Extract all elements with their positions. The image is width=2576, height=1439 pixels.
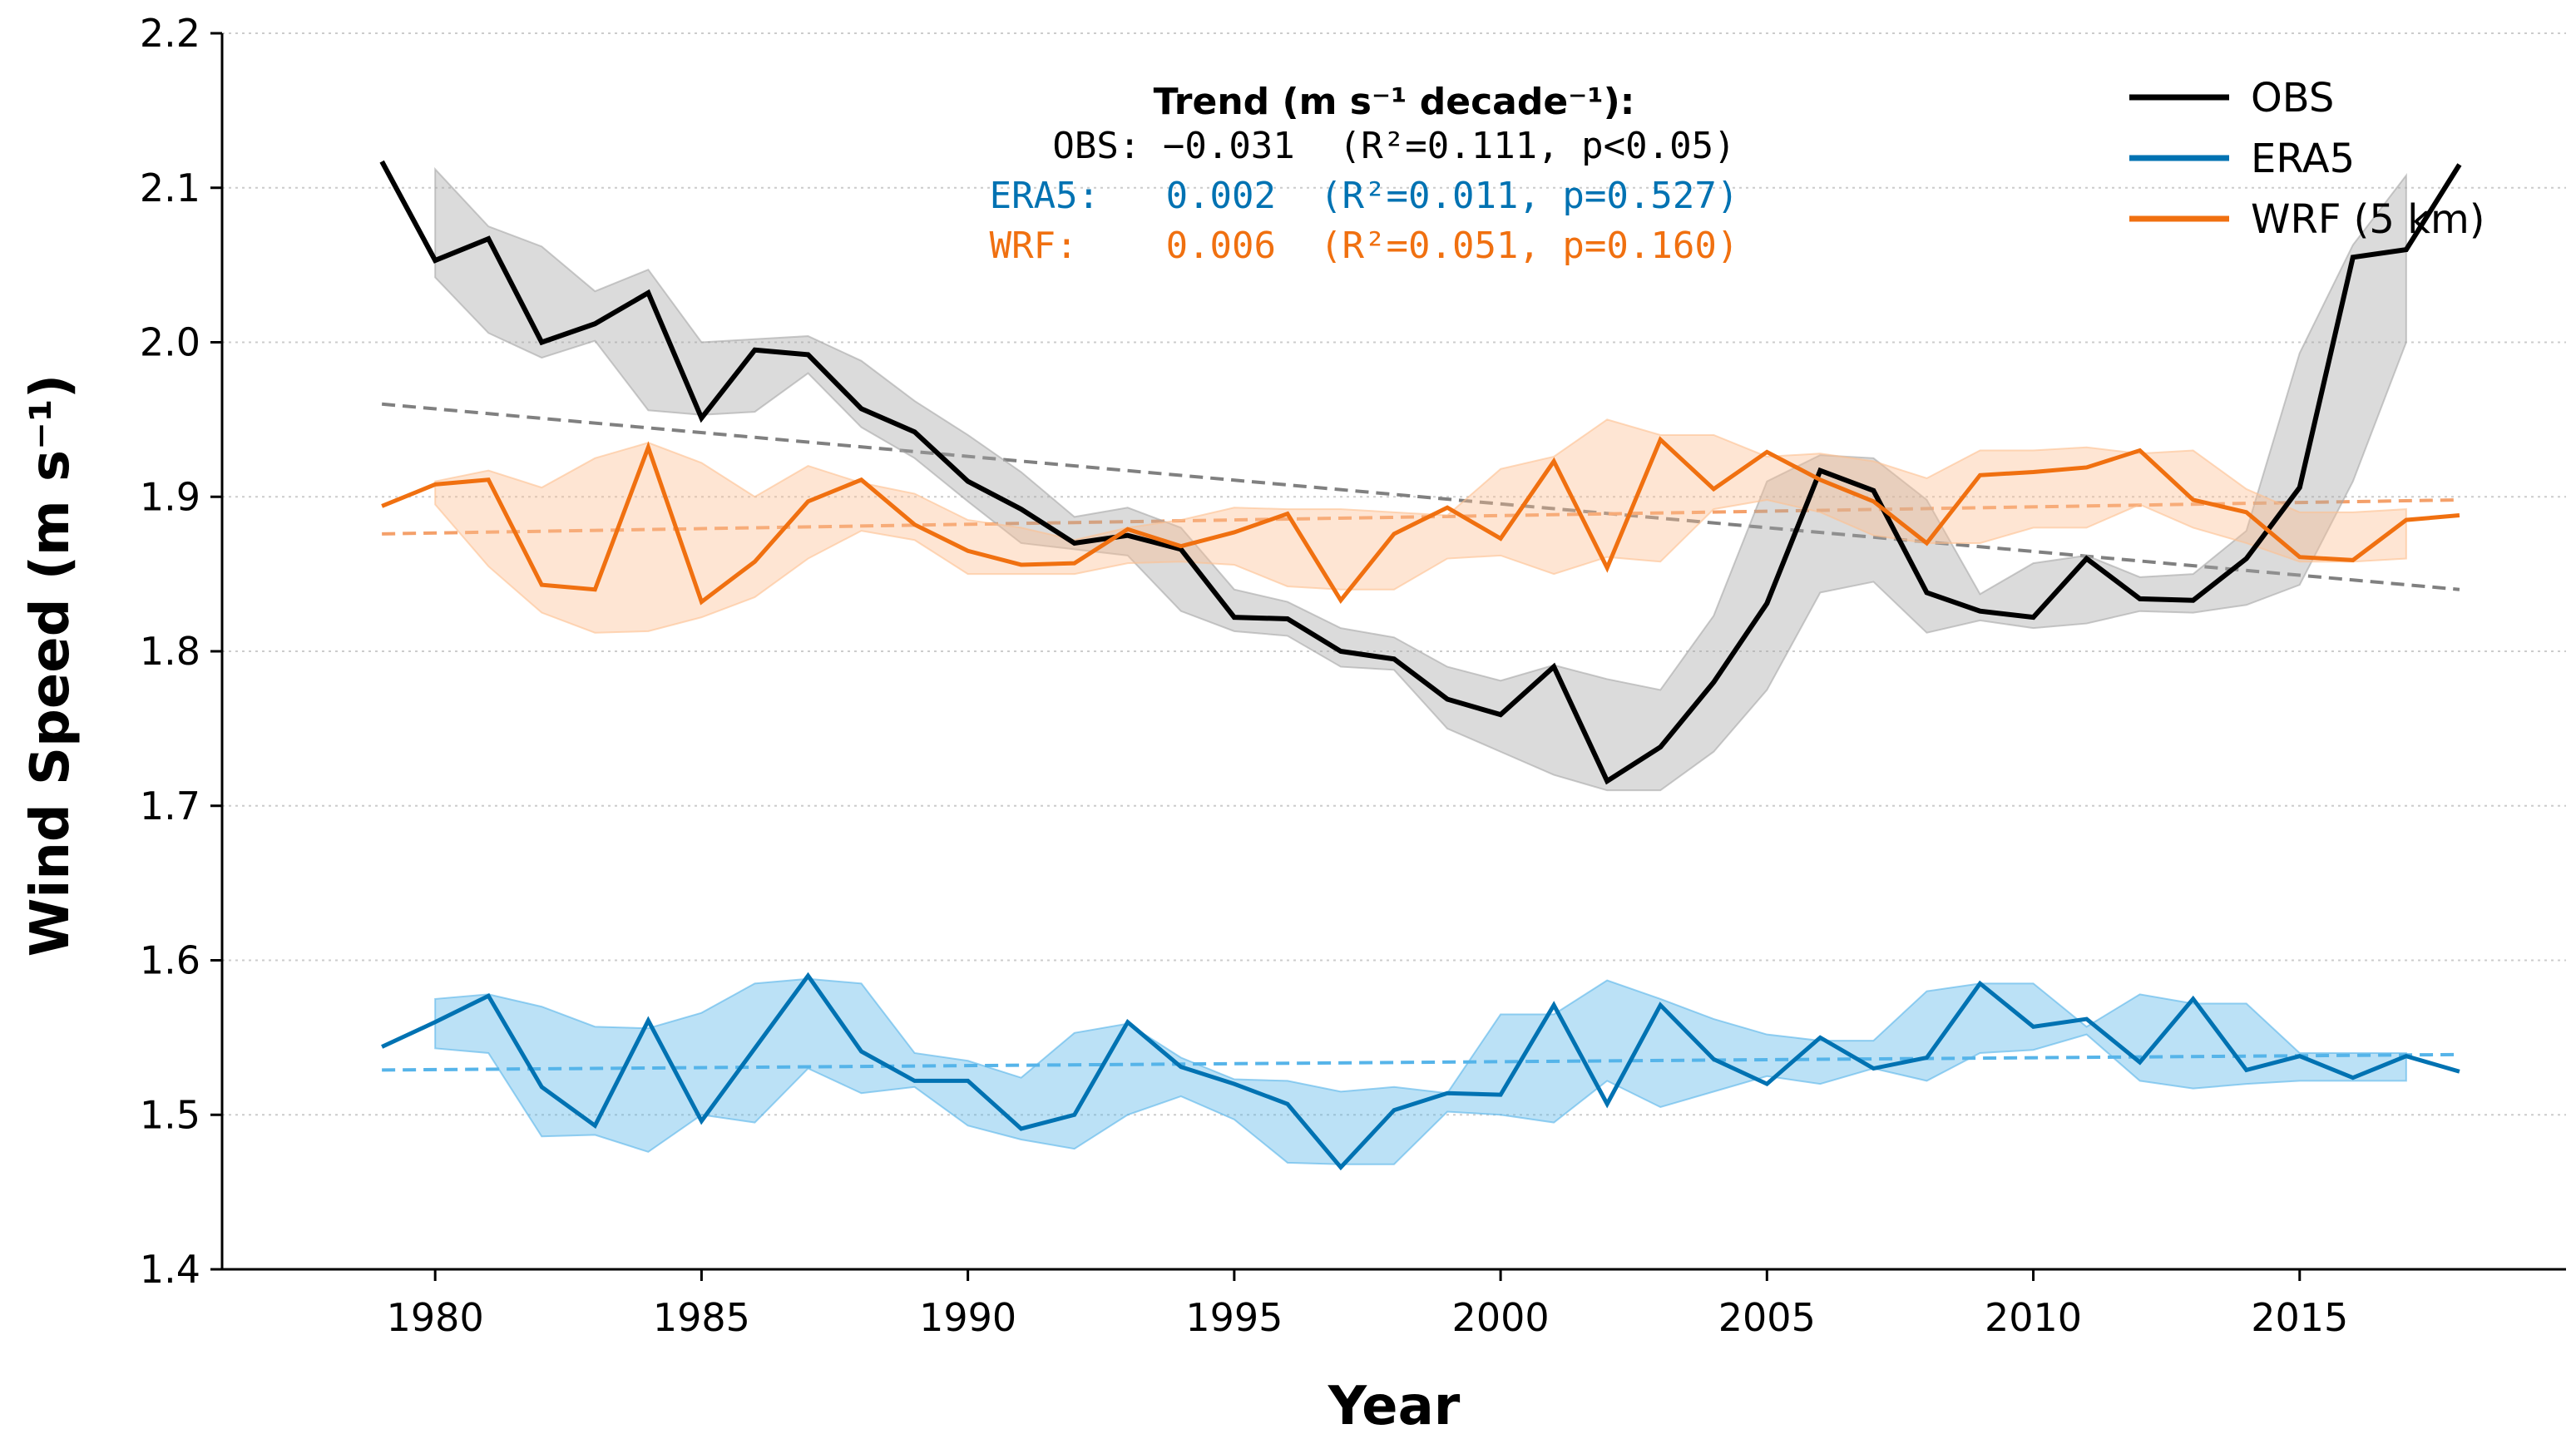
legend: OBS ERA5 WRF (5 km)	[2129, 75, 2485, 243]
y-axis-title: Wind Speed (m s⁻¹)	[20, 374, 82, 957]
annotation-line-obs: OBS: −0.031 (R²=0.111, p<0.05)	[1052, 125, 1735, 167]
y-ticks: 1.4 1.5 1.6 1.7 1.8 1.9 2.0 2.1 2.2	[140, 11, 222, 1292]
trend-annotation: Trend (m s⁻¹ decade⁻¹): OBS: −0.031 (R²=…	[990, 81, 1739, 267]
line-wrf-5-km	[381, 436, 2460, 606]
y-tick-label: 1.6	[140, 938, 200, 983]
line-era5	[381, 972, 2460, 1171]
annotation-title: Trend (m s⁻¹ decade⁻¹):	[1154, 81, 1635, 123]
band-era5	[434, 977, 2407, 1165]
band-obs	[434, 166, 2407, 792]
gridlines	[222, 32, 2566, 1116]
legend-label-wrf: WRF (5 km)	[2251, 196, 2485, 243]
x-tick-label: 2005	[1718, 1295, 1816, 1340]
x-tick-label: 2010	[1985, 1295, 2082, 1340]
x-tick-label: 2000	[1452, 1295, 1550, 1340]
y-tick-label: 1.4	[140, 1247, 200, 1292]
x-axis-title: Year	[1328, 1376, 1461, 1437]
x-tick-label: 2015	[2251, 1295, 2348, 1340]
y-tick-label: 1.9	[140, 474, 200, 519]
x-tick-label: 1990	[919, 1295, 1016, 1340]
legend-label-obs: OBS	[2251, 75, 2334, 121]
y-tick-label: 2.1	[140, 166, 200, 210]
trend-line-obs	[381, 402, 2460, 591]
x-tick-label: 1980	[387, 1295, 484, 1340]
uncertainty-bands	[434, 166, 2407, 1165]
annotation-line-era5: ERA5: 0.002 (R²=0.011, p=0.527)	[990, 175, 1739, 217]
trend-line-wrf-5-km	[382, 497, 2460, 536]
series-lines	[379, 160, 2462, 1171]
x-ticks: 1980 1985 1990 1995 2000 2005 2010 2015	[387, 1269, 2348, 1340]
legend-label-era5: ERA5	[2251, 136, 2355, 182]
annotation-line-wrf: WRF: 0.006 (R²=0.051, p=0.160)	[990, 225, 1739, 267]
y-tick-label: 1.7	[140, 784, 200, 828]
band-wrf-5-km	[434, 418, 2407, 634]
y-tick-label: 1.8	[140, 629, 200, 674]
x-tick-label: 1985	[653, 1295, 750, 1340]
line-obs	[379, 160, 2462, 785]
x-tick-label: 1995	[1185, 1295, 1283, 1340]
y-tick-label: 1.5	[140, 1092, 200, 1137]
y-tick-label: 2.2	[140, 11, 200, 56]
y-tick-label: 2.0	[140, 320, 200, 365]
